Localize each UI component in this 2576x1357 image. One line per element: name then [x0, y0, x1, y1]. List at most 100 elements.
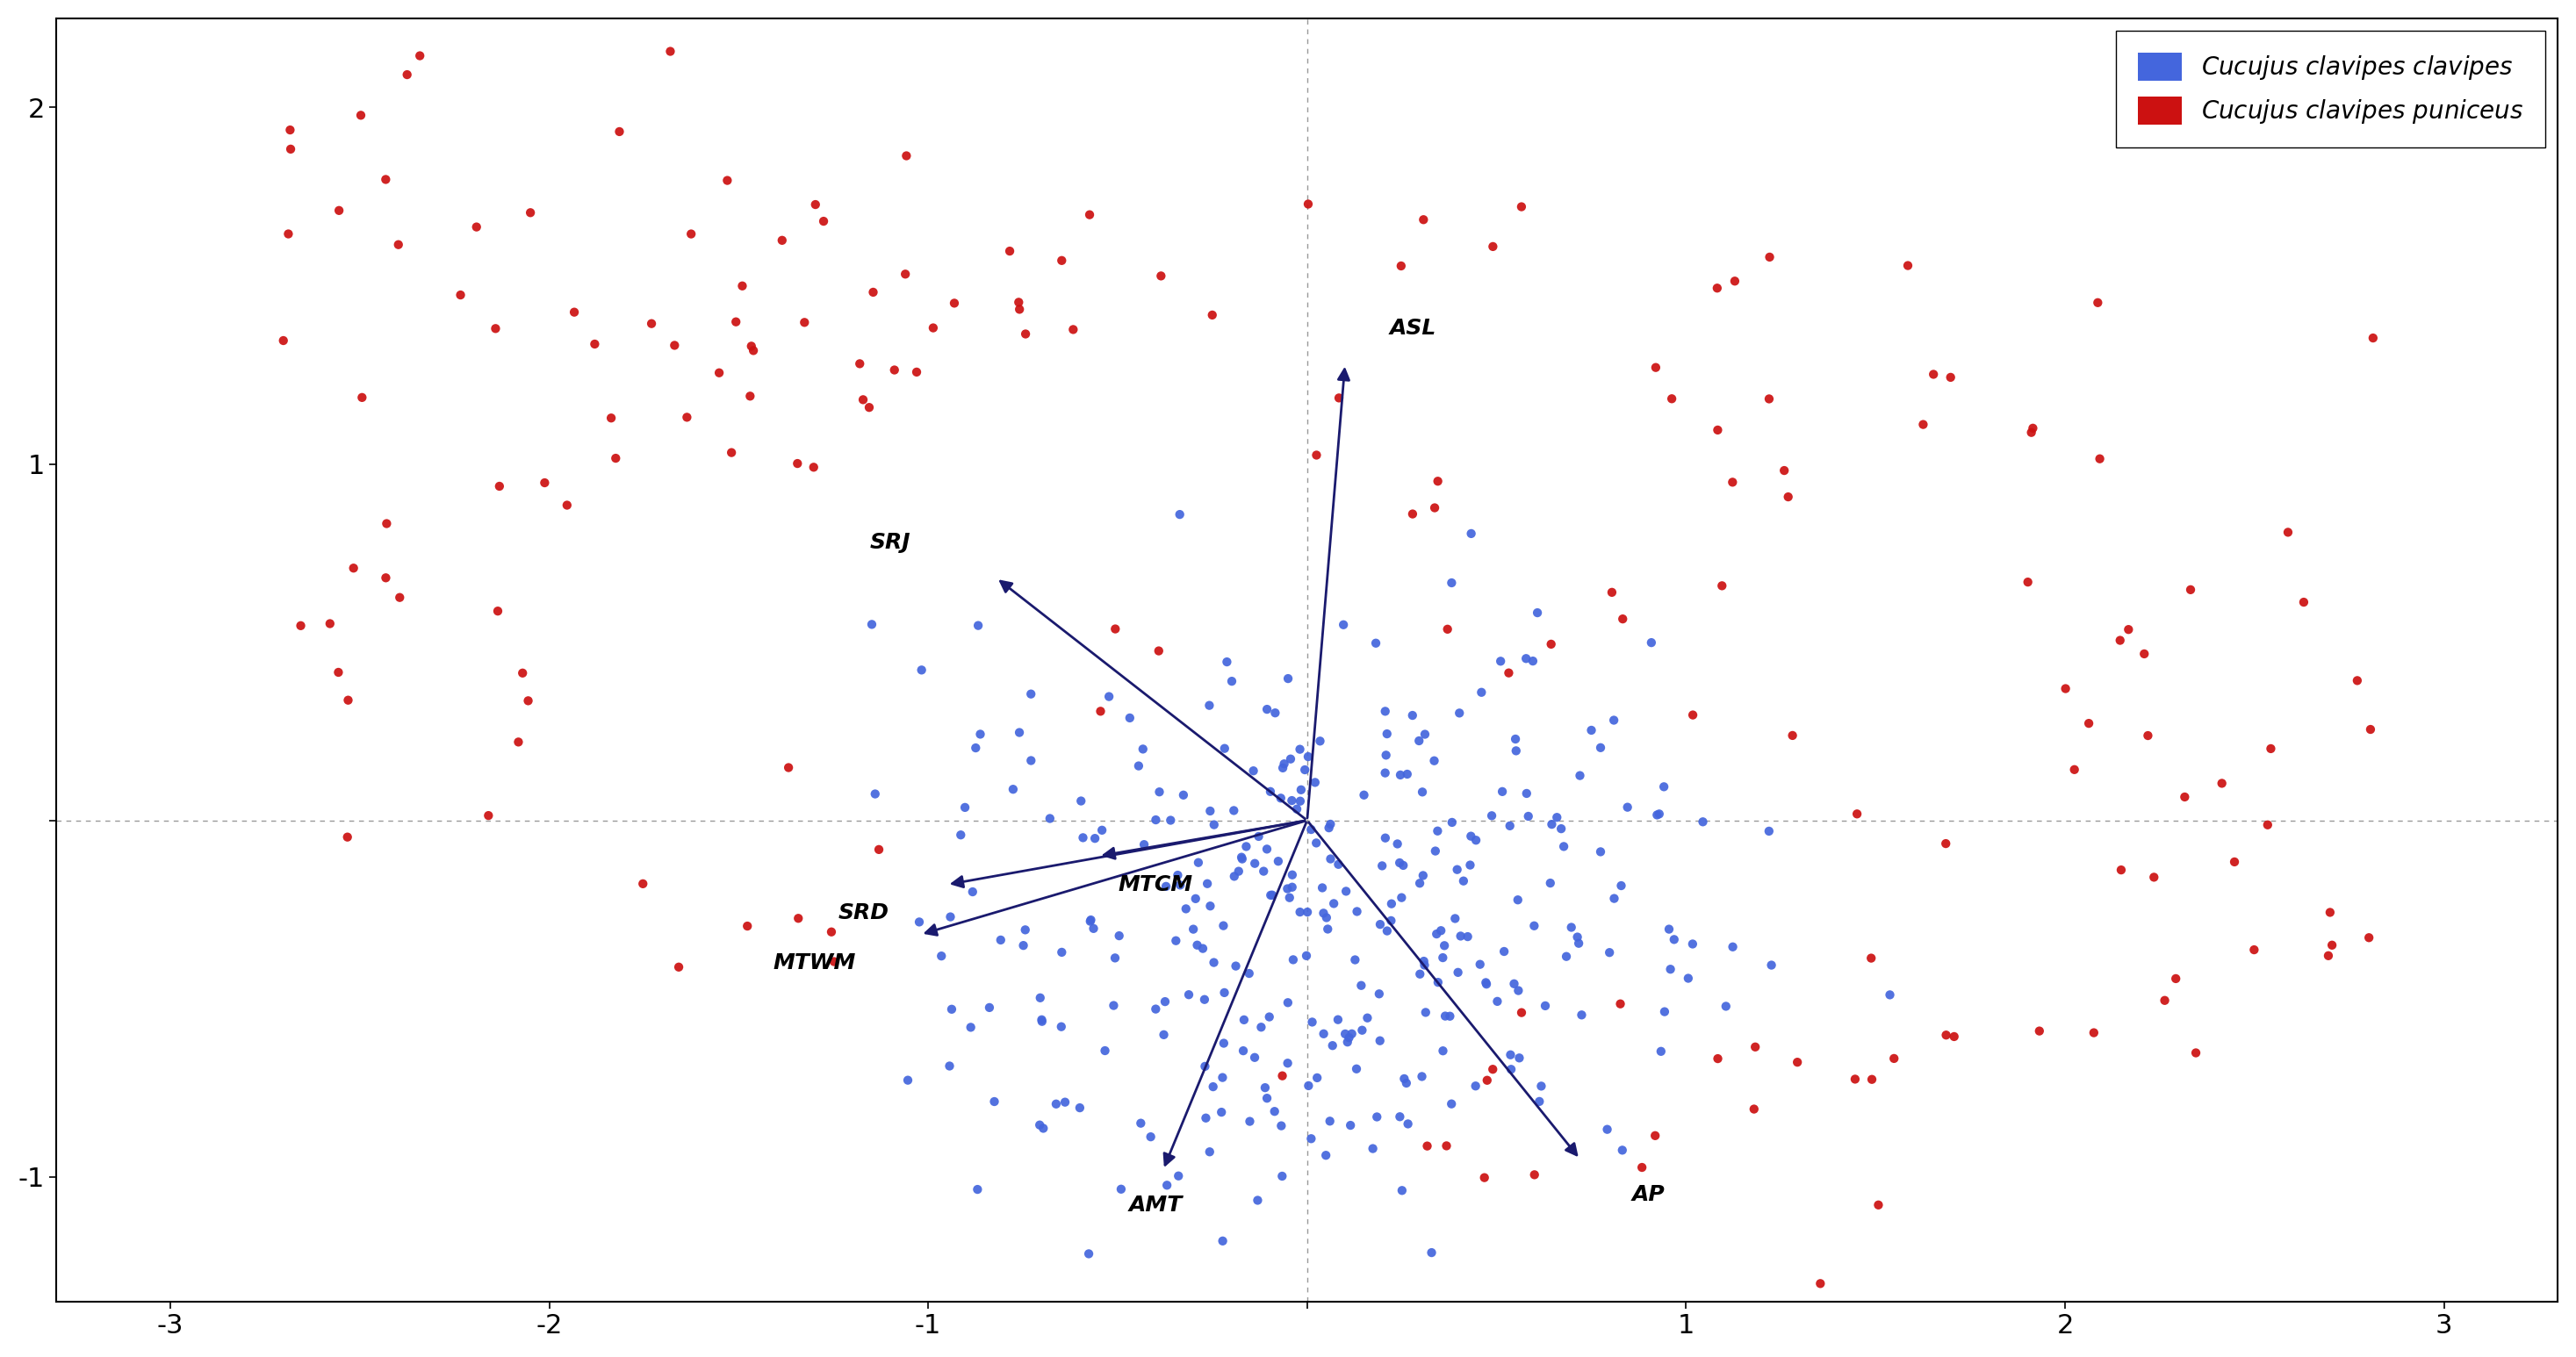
Point: [1365, 744, 1406, 765]
Point: [1494, 973, 1535, 995]
Point: [2233, 939, 2275, 961]
Point: [1309, 1110, 1350, 1132]
Point: [1139, 641, 1180, 662]
Point: [956, 737, 997, 759]
Point: [1641, 1041, 1682, 1063]
Point: [1329, 1114, 1370, 1136]
Point: [1461, 954, 1502, 976]
Point: [1592, 710, 1633, 731]
Point: [1448, 925, 1489, 947]
Point: [510, 202, 551, 224]
Point: [1010, 749, 1051, 771]
Point: [1404, 723, 1445, 745]
Point: [1324, 1023, 1365, 1045]
Point: [1914, 364, 1955, 385]
Point: [1801, 1273, 1842, 1295]
Point: [1216, 955, 1257, 977]
Point: [1425, 1006, 1466, 1027]
Point: [2267, 521, 2308, 543]
Point: [1221, 847, 1262, 868]
Point: [1929, 366, 1971, 388]
Point: [1484, 940, 1525, 962]
Point: [1381, 886, 1422, 908]
Point: [1206, 651, 1247, 673]
Point: [2076, 292, 2117, 313]
Point: [1306, 1144, 1347, 1166]
Point: [1100, 1178, 1141, 1200]
Point: [1314, 893, 1355, 915]
Point: [1425, 935, 1466, 957]
Point: [1427, 619, 1468, 641]
Point: [281, 615, 322, 636]
Point: [1476, 991, 1517, 1012]
Point: [1391, 704, 1432, 726]
Point: [1144, 991, 1185, 1012]
Point: [1236, 1190, 1278, 1212]
Point: [1749, 246, 1790, 267]
Point: [1309, 817, 1350, 839]
Point: [732, 335, 773, 357]
Point: [1466, 972, 1507, 993]
Point: [1530, 813, 1571, 835]
Point: [268, 223, 309, 244]
Point: [706, 170, 747, 191]
Point: [574, 334, 616, 356]
Point: [1185, 989, 1226, 1011]
Point: [1502, 195, 1543, 217]
Point: [1471, 805, 1512, 826]
Point: [884, 263, 925, 285]
Point: [1159, 874, 1200, 896]
Point: [1682, 811, 1723, 833]
Point: [590, 407, 631, 429]
Point: [2308, 944, 2349, 966]
Point: [853, 281, 894, 303]
Point: [840, 353, 881, 375]
Point: [1285, 759, 1327, 780]
Point: [1620, 1156, 1662, 1178]
Point: [1159, 503, 1200, 525]
Point: [1540, 818, 1582, 840]
Point: [1061, 826, 1103, 848]
Point: [1200, 1102, 1242, 1124]
Point: [1280, 901, 1321, 923]
Point: [1607, 797, 1649, 818]
Point: [1020, 987, 1061, 1008]
Point: [1837, 803, 1878, 825]
Point: [1904, 414, 1945, 436]
Point: [1358, 1106, 1399, 1128]
Point: [1167, 984, 1208, 1006]
Point: [1672, 704, 1713, 726]
Point: [1249, 1006, 1291, 1027]
Point: [1084, 1039, 1126, 1061]
Point: [1296, 444, 1337, 465]
Point: [1226, 836, 1267, 858]
Point: [379, 586, 420, 608]
Point: [1873, 1048, 1914, 1069]
Point: [1636, 805, 1677, 826]
Point: [654, 334, 696, 356]
Point: [2020, 1020, 2061, 1042]
Text: SRJ: SRJ: [871, 532, 912, 552]
Text: SRD: SRD: [837, 902, 889, 924]
Point: [1247, 1087, 1288, 1109]
Point: [1131, 1126, 1172, 1148]
Point: [1489, 816, 1530, 837]
Point: [896, 361, 938, 383]
Point: [1461, 681, 1502, 703]
Point: [1365, 700, 1406, 722]
Point: [1157, 864, 1198, 886]
Point: [1520, 1075, 1561, 1096]
Point: [1247, 699, 1288, 721]
Point: [1244, 860, 1285, 882]
Point: [951, 1016, 992, 1038]
Point: [1473, 236, 1515, 258]
Point: [1636, 357, 1677, 379]
Point: [1224, 1010, 1265, 1031]
Point: [1270, 790, 1311, 811]
Point: [1337, 1058, 1378, 1080]
Point: [1370, 909, 1412, 931]
Point: [1734, 1037, 1775, 1058]
Point: [1267, 878, 1309, 900]
Point: [2246, 814, 2287, 836]
Point: [1249, 780, 1291, 802]
